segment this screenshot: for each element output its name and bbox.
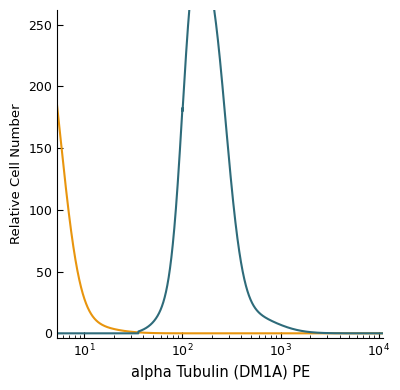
X-axis label: alpha Tubulin (DM1A) PE: alpha Tubulin (DM1A) PE <box>130 365 310 380</box>
Y-axis label: Relative Cell Number: Relative Cell Number <box>10 104 23 244</box>
